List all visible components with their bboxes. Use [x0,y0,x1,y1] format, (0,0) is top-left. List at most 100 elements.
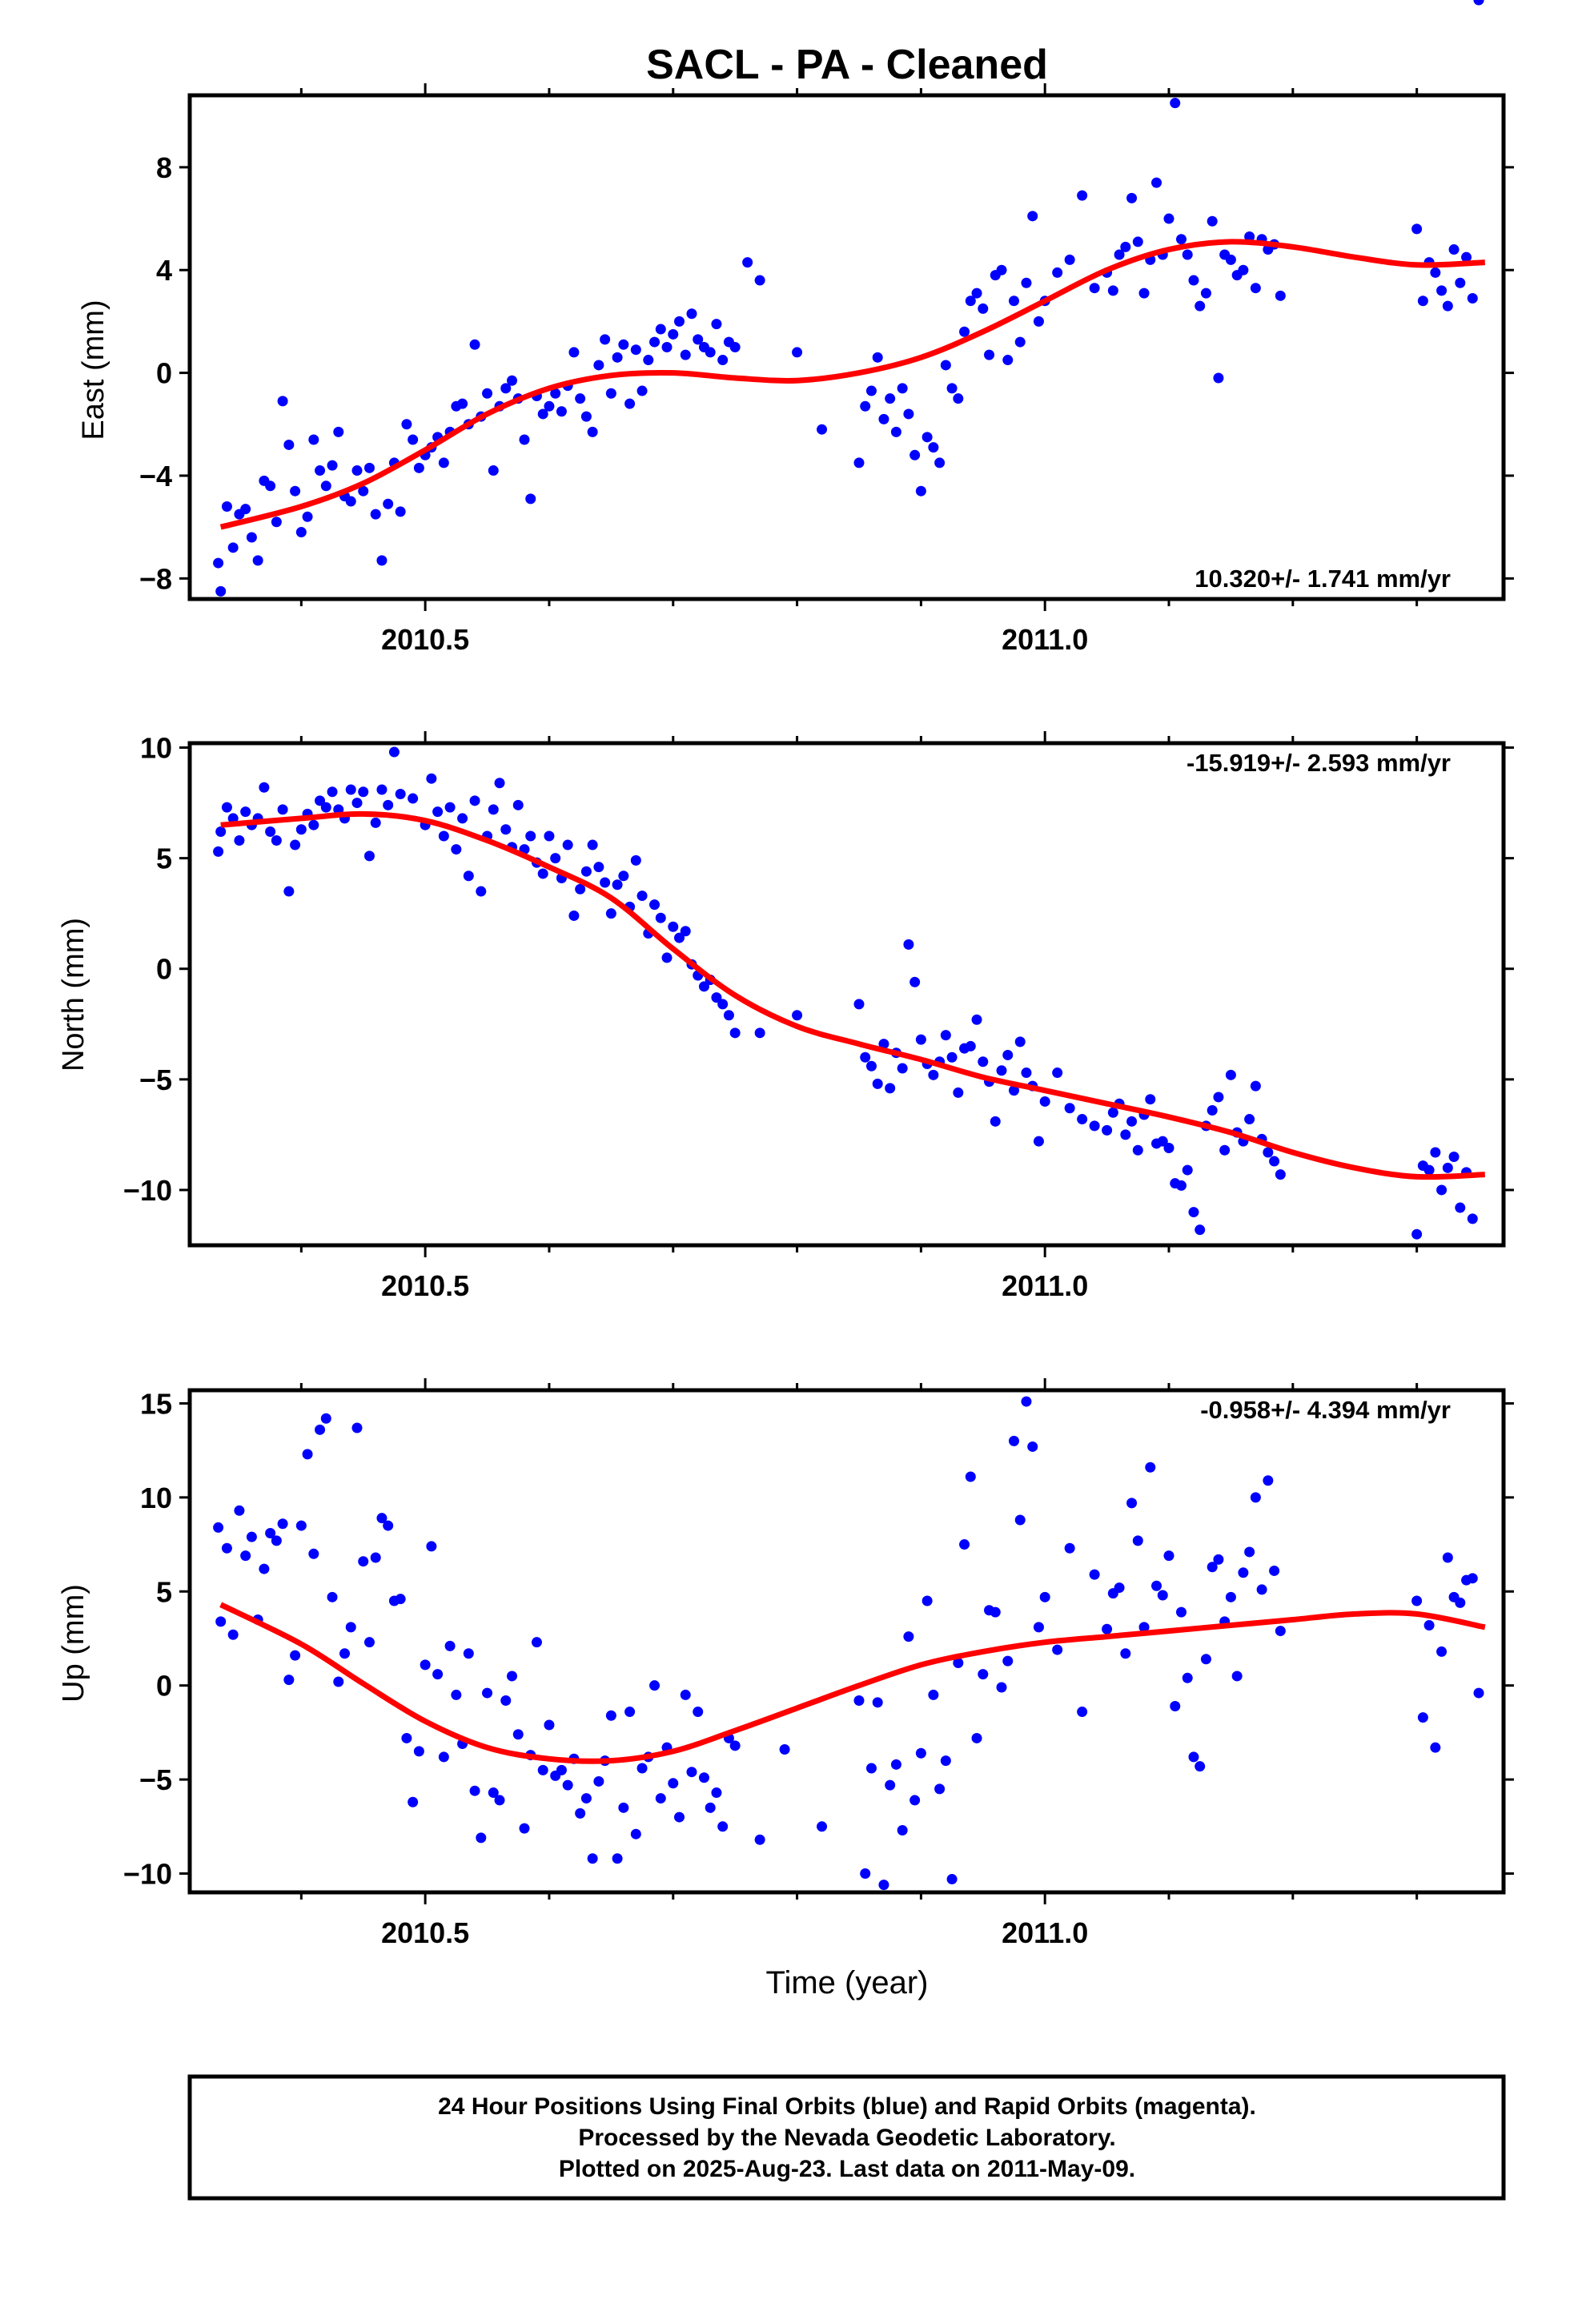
data-point [890,426,901,437]
data-point [1430,1742,1441,1753]
data-point [946,1874,958,1885]
data-point [1039,1591,1050,1602]
data-point [649,1680,661,1691]
data-point [1430,267,1441,278]
data-point [636,1763,648,1774]
data-point [213,846,224,857]
data-point [1126,192,1138,203]
data-point [1411,1228,1423,1240]
data-point [990,1606,1001,1618]
y-tick-label: 0 [156,953,172,986]
data-point [370,817,381,828]
data-point [283,1675,295,1686]
data-point [221,802,232,813]
data-point [1008,1435,1019,1446]
data-point [463,870,474,882]
data-point [1089,283,1100,294]
data-point [259,1563,270,1574]
data-point [1225,1591,1236,1602]
data-point [1182,1164,1193,1176]
data-point [358,1556,369,1567]
data-point [1021,1396,1032,1407]
data-point [1195,1761,1206,1772]
data-point [376,784,387,795]
x-tick-label: 2010.5 [381,1269,469,1302]
data-point [327,460,338,471]
data-point [537,1764,548,1775]
data-point [469,1785,480,1796]
data-point [351,1422,363,1433]
data-point [315,465,326,476]
data-point [953,1087,964,1098]
data-point [742,257,753,268]
data-point [605,1710,616,1721]
data-point [537,868,548,879]
data-point [1275,1169,1286,1180]
data-point [605,388,616,399]
data-point [1157,1590,1168,1601]
data-point [401,1732,412,1743]
data-point [1417,296,1428,307]
data-point [587,839,598,850]
y-tick-label: −10 [123,1174,172,1207]
y-tick-label: 8 [156,151,172,184]
data-point [872,1697,883,1708]
data-point [320,1413,331,1424]
data-point [519,1823,530,1834]
plot-frame [187,1388,1506,1895]
data-point [1250,1080,1261,1092]
data-point [215,826,227,837]
up-data-points [213,1396,1484,1891]
data-point [1052,1644,1063,1655]
data-point [395,506,406,517]
data-point [259,782,270,793]
data-point [668,328,679,340]
x-tick-label: 2010.5 [381,1916,469,1949]
data-point [612,1853,623,1864]
data-point [1430,1147,1441,1158]
data-point [265,826,276,837]
data-point [1064,254,1075,265]
data-point [432,1669,444,1680]
data-point [680,349,691,360]
data-point [234,1505,245,1516]
data-point [928,442,939,453]
data-point [1002,1655,1014,1667]
data-point [729,1740,741,1751]
data-point [600,334,611,345]
data-point [940,1030,951,1041]
data-point [860,1868,871,1880]
data-point [872,352,883,363]
data-point [643,355,654,366]
data-point [1114,249,1125,260]
data-point [817,424,828,435]
data-point [507,375,518,386]
data-point [624,1707,636,1718]
data-point [550,388,561,399]
data-point [1200,287,1211,299]
data-point [853,457,865,468]
data-point [494,778,505,789]
data-point [680,1689,691,1700]
data-point [612,352,623,363]
data-point [277,396,288,407]
data-point [413,1746,424,1757]
data-point [1120,1648,1131,1659]
data-point [624,398,636,409]
data-point [792,1010,803,1021]
data-point [544,400,555,412]
data-point [946,383,958,394]
data-point [1473,1687,1484,1699]
data-point [451,1689,462,1700]
data-point [953,1658,964,1669]
data-point [575,1807,586,1819]
y-tick-group: 15 10 5 0 −5 −10 [123,1387,1514,1891]
data-point [1250,1492,1261,1503]
data-point [711,1787,722,1799]
data-point [661,342,673,352]
data-point [940,360,951,371]
data-point [315,1424,326,1435]
data-point [1275,1626,1286,1637]
data-point [302,1449,313,1460]
data-point [928,1069,939,1080]
